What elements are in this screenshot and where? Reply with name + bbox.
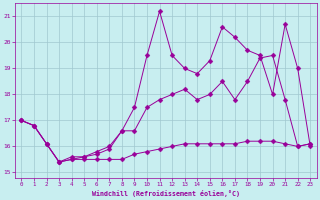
X-axis label: Windchill (Refroidissement éolien,°C): Windchill (Refroidissement éolien,°C) — [92, 190, 240, 197]
